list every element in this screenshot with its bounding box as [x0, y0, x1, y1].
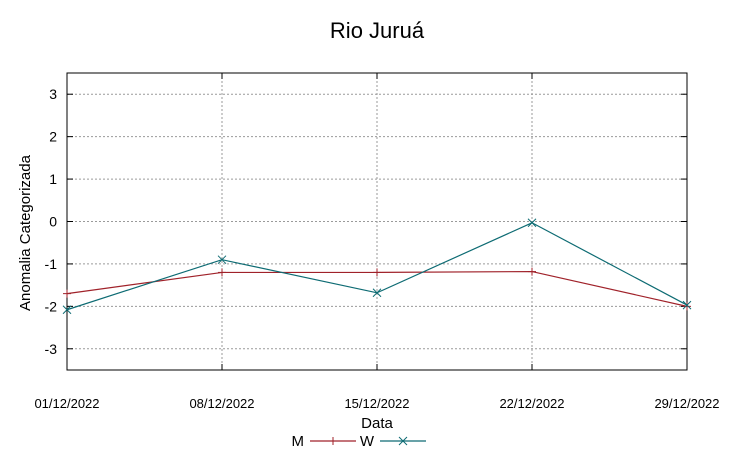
x-tick-label: 01/12/2022	[34, 396, 99, 411]
data-point-w	[682, 300, 692, 310]
y-axis-label: Anomalia Categorizada	[17, 154, 34, 311]
legend-marker-w	[398, 436, 408, 446]
data-point-w	[527, 218, 537, 228]
chart-title: Rio Juruá	[330, 18, 425, 43]
x-axis-ticks: 01/12/2022 08/12/2022 15/12/2022 22/12/2022…	[34, 73, 720, 411]
y-tick-label: -2	[45, 298, 58, 314]
y-tick-label: 1	[49, 171, 57, 187]
y-tick-label: -1	[45, 256, 58, 272]
x-tick-label: 08/12/2022	[189, 396, 254, 411]
legend-label-w: W	[360, 433, 375, 450]
x-tick-label: 22/12/2022	[499, 396, 564, 411]
y-tick-label: 3	[49, 86, 57, 102]
grid	[66, 73, 688, 370]
data-point-w	[217, 255, 227, 265]
series-group	[62, 218, 692, 315]
x-axis-label: Data	[361, 415, 393, 432]
data-point-w	[372, 288, 382, 298]
y-tick-label: 0	[49, 214, 57, 230]
x-tick-label: 29/12/2022	[654, 396, 719, 411]
legend-label-m: M	[292, 433, 305, 450]
y-tick-label: 2	[49, 129, 57, 145]
x-tick-label: 15/12/2022	[344, 396, 409, 411]
y-axis-ticks: -3 -2 -1 0 1 2 3	[45, 86, 687, 357]
data-point-w	[62, 305, 72, 315]
y-tick-label: -3	[45, 341, 58, 357]
